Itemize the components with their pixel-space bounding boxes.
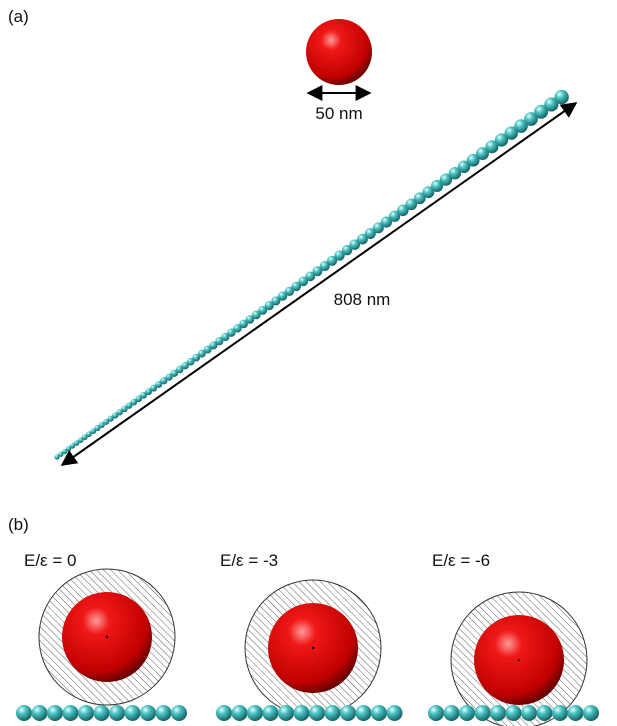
case-label: E/ε = -6 xyxy=(432,551,490,570)
bead xyxy=(140,705,156,721)
bead xyxy=(568,705,584,721)
bead xyxy=(552,705,568,721)
length-label: 808 nm xyxy=(334,290,391,309)
bead xyxy=(94,705,110,721)
bead xyxy=(125,705,141,721)
bead xyxy=(32,705,48,721)
bead xyxy=(109,705,125,721)
bead xyxy=(371,705,387,721)
bead xyxy=(521,705,537,721)
cases xyxy=(16,569,599,726)
center-dot xyxy=(106,636,108,638)
bead xyxy=(47,705,63,721)
bead xyxy=(537,705,553,721)
bead xyxy=(156,705,172,721)
bead xyxy=(294,705,310,721)
panel-label: (b) xyxy=(8,515,29,534)
bead xyxy=(490,705,506,721)
bead xyxy=(232,705,248,721)
bead xyxy=(459,705,475,721)
bead xyxy=(506,705,522,721)
nanoparticle xyxy=(306,19,372,85)
bead xyxy=(263,705,279,721)
bead xyxy=(63,705,79,721)
length-arrow xyxy=(62,103,576,465)
bead xyxy=(356,705,372,721)
bead xyxy=(216,705,232,721)
bead xyxy=(444,705,460,721)
case-label: E/ε = -3 xyxy=(220,551,278,570)
bead xyxy=(387,705,403,721)
bead xyxy=(583,705,599,721)
bead xyxy=(16,705,32,721)
bead xyxy=(555,90,569,104)
bead xyxy=(278,705,294,721)
figure: (a) 50 nm 808 nm (b) E/ε = 0 E/ε = -3 E/… xyxy=(0,0,617,726)
case-label: E/ε = 0 xyxy=(24,551,76,570)
size-label: 50 nm xyxy=(315,104,362,123)
center-dot xyxy=(312,647,314,649)
bead xyxy=(325,705,341,721)
polymer-chain xyxy=(54,90,568,460)
bead xyxy=(475,705,491,721)
bead xyxy=(78,705,94,721)
bead xyxy=(247,705,263,721)
panel-label: (a) xyxy=(8,7,29,26)
bead xyxy=(309,705,325,721)
center-dot xyxy=(518,659,520,661)
bead xyxy=(340,705,356,721)
bead xyxy=(428,705,444,721)
bead xyxy=(171,705,187,721)
